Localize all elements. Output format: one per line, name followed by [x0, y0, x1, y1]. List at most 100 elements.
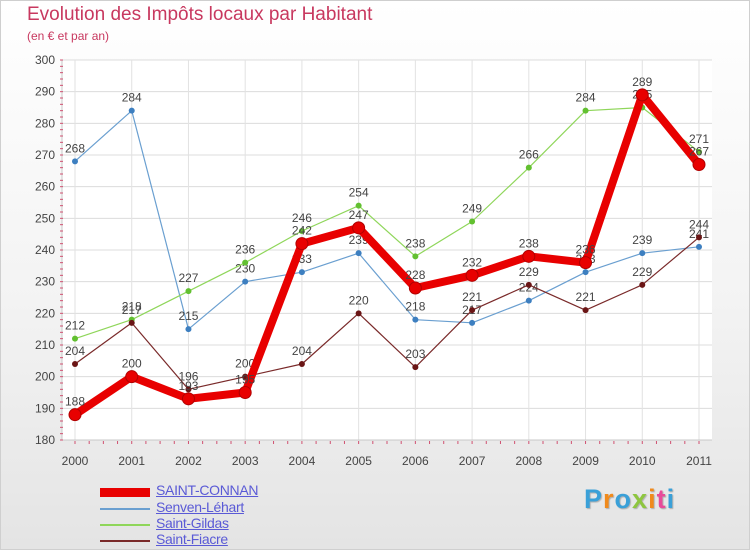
data-label: 228 [405, 268, 425, 282]
data-point [185, 386, 192, 393]
data-label: 188 [65, 395, 85, 409]
y-tick-label: 210 [35, 338, 55, 352]
data-point [125, 370, 139, 384]
data-label: 266 [519, 148, 539, 162]
data-point [525, 281, 532, 288]
data-label: 196 [178, 369, 198, 383]
data-point [242, 278, 249, 285]
logo-letter: t [656, 484, 667, 514]
data-label: 218 [122, 300, 142, 314]
data-label: 229 [632, 265, 652, 279]
x-tick-label: 2011 [686, 454, 712, 468]
data-point [696, 243, 702, 250]
data-point [469, 319, 476, 326]
data-label: 289 [632, 75, 652, 89]
legend-label-saint-fiacre: Saint-Fiacre [156, 531, 228, 547]
data-point [412, 253, 419, 260]
data-label: 221 [576, 290, 596, 304]
data-label: 204 [292, 344, 312, 358]
data-point [692, 158, 706, 171]
data-label: 271 [689, 132, 709, 146]
data-point [185, 326, 192, 333]
legend-swatch-saint-connan [100, 488, 150, 497]
data-label: 267 [689, 145, 709, 159]
data-point [635, 88, 649, 102]
x-tick-label: 2003 [232, 454, 259, 468]
data-label: 195 [235, 373, 255, 387]
data-label: 217 [122, 303, 142, 317]
logo-letter: P [584, 484, 604, 514]
x-tick-label: 2007 [459, 454, 486, 468]
data-point [469, 307, 476, 314]
data-label: 284 [122, 91, 142, 105]
data-point [525, 297, 532, 304]
data-label: 254 [349, 186, 369, 200]
data-point [355, 202, 362, 209]
data-label: 249 [462, 202, 482, 216]
data-label: 244 [689, 217, 709, 231]
data-label: 193 [178, 379, 198, 393]
data-point [298, 269, 305, 276]
y-tick-label: 230 [35, 275, 55, 289]
data-label: 227 [178, 271, 198, 285]
x-tick-label: 2000 [62, 454, 89, 468]
x-tick-label: 2009 [572, 454, 599, 468]
series-line [74, 236, 700, 390]
data-label: 203 [405, 347, 425, 361]
data-point [696, 148, 702, 155]
data-label: 239 [632, 233, 652, 247]
legend-label-saint-gildas: Saint-Gildas [156, 515, 229, 531]
x-tick-label: 2001 [118, 454, 145, 468]
y-tick-label: 190 [35, 401, 55, 415]
chart-title: Evolution des Impôts locaux par Habitant [27, 4, 373, 25]
data-point [242, 259, 249, 266]
data-point [525, 164, 532, 171]
y-tick-label: 300 [35, 53, 55, 67]
data-point [295, 237, 309, 251]
proxiti-logo[interactable]: Proxiti [584, 484, 675, 515]
data-point [355, 250, 362, 257]
data-label: 247 [349, 208, 369, 222]
data-point [181, 392, 195, 406]
series-line [74, 106, 700, 340]
data-point [128, 319, 135, 326]
y-tick-label: 220 [35, 306, 55, 320]
y-tick-label: 250 [35, 211, 55, 225]
legend-swatch-saint-fiacre [100, 540, 150, 542]
data-label: 220 [349, 293, 369, 307]
data-label: 232 [462, 255, 482, 269]
data-point [639, 250, 646, 257]
data-point [408, 281, 422, 295]
data-label: 268 [65, 141, 85, 155]
data-point [72, 158, 78, 165]
logo-letter: i [666, 484, 676, 514]
data-label: 221 [462, 290, 482, 304]
data-label: 215 [178, 309, 198, 323]
data-label: 284 [576, 91, 596, 105]
data-label: 229 [519, 265, 539, 279]
data-label: 236 [576, 243, 596, 257]
data-label: 236 [235, 243, 255, 257]
data-point [582, 307, 589, 314]
data-label: 204 [65, 344, 85, 358]
legend-swatch-saint-gildas [100, 524, 150, 526]
data-point [298, 228, 305, 234]
data-point [72, 361, 78, 367]
series-line [71, 90, 703, 419]
y-tick-label: 260 [35, 180, 55, 194]
data-point [128, 107, 135, 114]
data-point [72, 335, 78, 342]
data-point [185, 288, 192, 295]
data-point [238, 386, 252, 399]
y-tick-label: 270 [35, 148, 55, 162]
data-label: 241 [689, 227, 709, 241]
x-tick-label: 2002 [175, 454, 202, 468]
logo-letter: i [648, 484, 657, 514]
legend-swatch-senven-lehart [100, 508, 150, 510]
data-point [412, 316, 419, 323]
legend-label-senven-lehart: Senven-Léhart [156, 499, 244, 515]
x-tick-label: 2008 [515, 454, 542, 468]
data-label: 200 [235, 357, 255, 371]
x-tick-label: 2010 [629, 454, 656, 468]
